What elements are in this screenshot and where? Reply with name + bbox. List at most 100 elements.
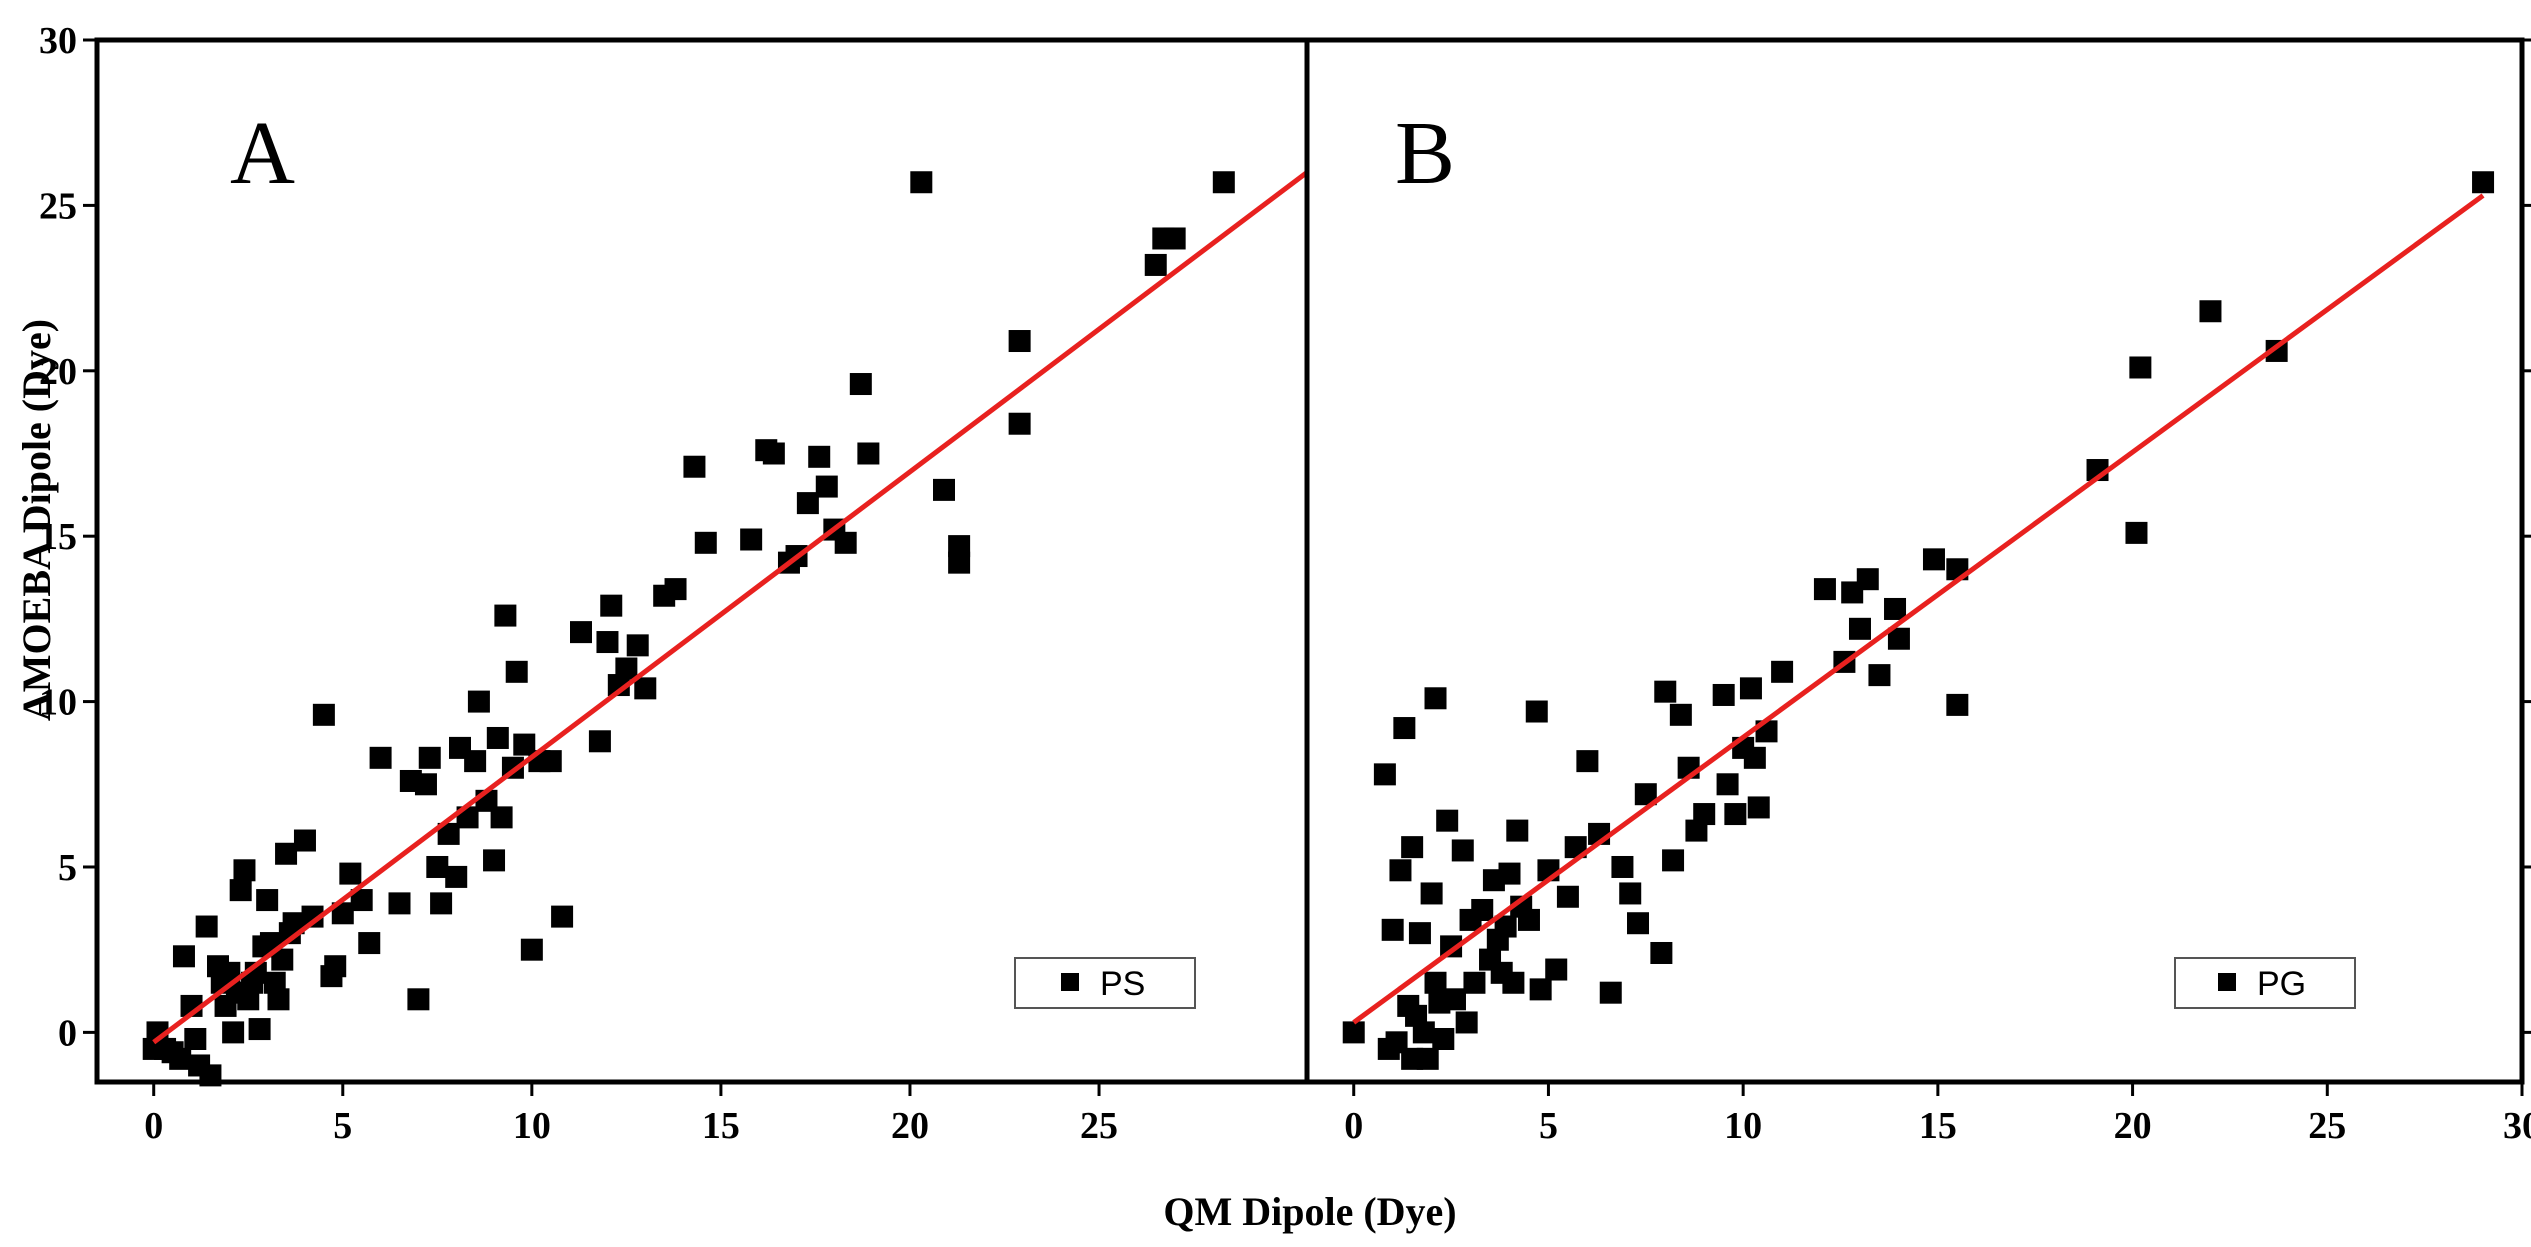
panel-b-point-3	[1381, 918, 1404, 941]
panel-a-point-100	[1212, 171, 1235, 194]
panel-a-point-74	[634, 677, 657, 700]
panel-b-point-66	[1813, 578, 1836, 601]
panel-b-point-8	[1401, 836, 1424, 859]
panel-b-point-55	[1685, 819, 1708, 842]
panel-a-point-77	[683, 455, 706, 478]
panel-a-legend: PS	[1014, 957, 1196, 1009]
panel-b-legend-label: PG	[2257, 965, 2306, 1003]
panel-a-point-26	[263, 971, 286, 994]
panel-b-point-82	[2472, 171, 2495, 194]
panel-b-point-72	[1884, 597, 1907, 620]
panel-a-point-38	[339, 862, 362, 885]
panel-a-x-tick-label-5: 5	[333, 1105, 352, 1147]
panel-b-label: B	[1395, 104, 1455, 203]
panel-a-point-90	[857, 442, 880, 465]
x-axis-title: QM Dipole (Dye)	[1163, 1189, 1456, 1234]
panel-b-point-11	[1408, 922, 1431, 945]
panel-a-point-73	[626, 634, 649, 657]
panel-a-point-15	[222, 1021, 245, 1044]
panel-b-point-63	[1747, 796, 1770, 819]
panel-a-point-50	[445, 865, 468, 888]
panel-a-point-58	[490, 806, 513, 829]
panel-a-point-9	[195, 915, 218, 938]
panel-b-point-14	[1420, 882, 1443, 905]
panel-a-point-94	[948, 535, 971, 558]
panel-b-point-78	[2125, 521, 2148, 544]
panel-a-point-33	[301, 905, 324, 928]
panel-a-point-76	[664, 578, 687, 601]
panel-b-point-12	[1412, 1021, 1435, 1044]
panel-a-point-72	[615, 657, 638, 680]
panel-a-point-95	[1008, 330, 1031, 353]
y-axis-title: AMOEBA Dipole (Dye)	[14, 319, 59, 721]
panel-a-point-71	[607, 674, 630, 697]
panel-b-point-15	[1424, 687, 1447, 710]
panel-a-point-41	[369, 746, 392, 769]
panel-b-x-tick-label-5: 5	[1539, 1105, 1558, 1147]
panel-b-point-5	[1389, 859, 1412, 882]
panel-a-point-81	[762, 442, 785, 465]
panel-b-legend-marker	[2218, 973, 2236, 991]
panel-a-point-28	[271, 948, 294, 971]
panel-b-point-22	[1451, 839, 1474, 862]
panel-b-point-20	[1440, 935, 1463, 958]
panel-b-point-71	[1868, 664, 1891, 687]
panel-a-point-47	[426, 855, 449, 878]
panel-b-point-51	[1654, 680, 1677, 703]
panel-b-point-43	[1576, 750, 1599, 773]
panel-a-point-32	[293, 829, 316, 852]
panel-a-x-tick-label-15: 15	[702, 1105, 740, 1147]
panel-b-point-42	[1564, 836, 1587, 859]
panel-a-x-tick-label-25: 25	[1080, 1105, 1118, 1147]
panel-b-x-tick-label-20: 20	[2114, 1105, 2152, 1147]
panel-a-point-67	[570, 621, 592, 644]
panel-b-point-33	[1502, 971, 1525, 994]
panel-a-x-tick-label-20: 20	[891, 1105, 929, 1147]
panel-b-x-tick-label-15: 15	[1919, 1105, 1957, 1147]
panel-a-fit-line	[152, 170, 1309, 1045]
panel-a-point-49	[437, 822, 460, 845]
panel-a-point-27	[267, 988, 290, 1011]
panel-a-point-78	[694, 531, 717, 554]
panel-a-legend-label: PS	[1100, 965, 1145, 1003]
panel-a-point-4	[169, 1047, 192, 1070]
panel-a-point-46	[418, 746, 441, 769]
panel-a-x-tick-label-0: 0	[144, 1105, 163, 1147]
panel-b-x-ticks: 0 5 10 15 20 25 30	[1344, 1082, 2531, 1147]
panel-a-point-53	[464, 750, 487, 773]
panel-a-point-36	[324, 955, 347, 978]
panel-a-point-31	[282, 912, 305, 935]
panel-b-point-79	[2129, 356, 2152, 379]
panel-a-point-63	[520, 938, 543, 961]
panel-b-point-36	[1517, 908, 1540, 931]
panel-b-point-16	[1424, 971, 1447, 994]
panel-b-point-23	[1455, 1011, 1478, 1034]
panel-a-point-70	[600, 594, 623, 617]
panel-b-point-61	[1739, 677, 1762, 700]
panel-a-point-65	[539, 750, 562, 773]
panel-b-point-58	[1716, 773, 1739, 796]
panel-a-point-24	[256, 889, 279, 912]
panel-a-x-ticks: 0 5 10 15 20 25	[144, 1082, 1118, 1147]
panel-a-y-tick-label-15: 15	[39, 516, 77, 558]
panel-b-point-38	[1529, 978, 1552, 1001]
panel-a-point-22	[248, 1018, 271, 1041]
panel-a-point-37	[331, 902, 354, 925]
panel-b-point-52	[1662, 849, 1685, 872]
panel-b-point-32	[1498, 862, 1521, 885]
panel-a-point-66	[551, 905, 574, 928]
panel-b-point-74	[1922, 548, 1945, 571]
panel-a-point-59	[494, 604, 517, 627]
panel-a-point-89	[849, 373, 872, 396]
panel-a-point-19	[237, 988, 260, 1011]
panel-a-point-61	[505, 660, 528, 683]
panel-a-y-tick-label-10: 10	[39, 682, 77, 724]
panel-b-point-40	[1545, 958, 1568, 981]
panel-a-point-39	[350, 889, 373, 912]
panel-b-point-46	[1611, 855, 1634, 878]
panel-b-point-80	[2199, 300, 2222, 323]
panel-a-point-7	[184, 1027, 207, 1050]
panel-a-point-57	[486, 726, 509, 749]
